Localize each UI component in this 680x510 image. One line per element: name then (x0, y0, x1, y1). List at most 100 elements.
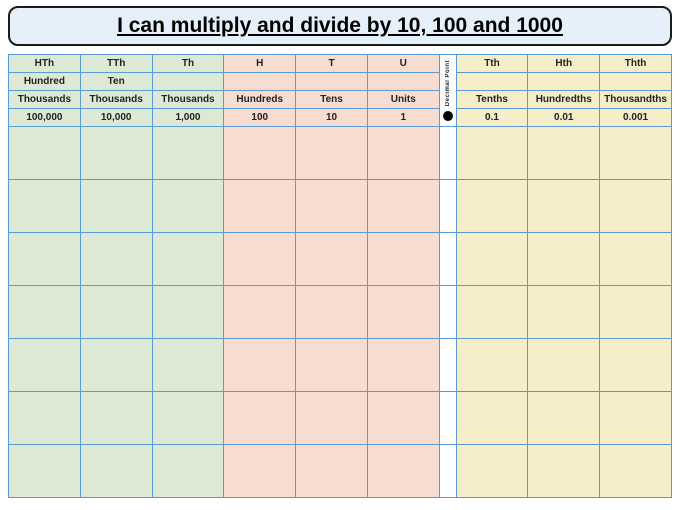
header-row-name2: Thousands Thousands Thousands Hundreds T… (9, 91, 672, 109)
decimal-point-cell (439, 286, 456, 339)
grid-cell (528, 392, 600, 445)
grid-cell (9, 127, 81, 180)
col-header-value: 0.01 (528, 109, 600, 127)
grid-cell (152, 392, 224, 445)
grid-cell (367, 445, 439, 498)
decimal-point-cell (439, 180, 456, 233)
grid-cell (152, 339, 224, 392)
grid-cell (224, 445, 296, 498)
grid-cell (456, 286, 528, 339)
table-row (9, 392, 672, 445)
col-header-short: Thth (600, 55, 672, 73)
grid-cell (80, 127, 152, 180)
col-header-short: T (296, 55, 368, 73)
grid-cell (367, 127, 439, 180)
grid-cell (9, 445, 81, 498)
decimal-point-cell (439, 445, 456, 498)
grid-cell (80, 286, 152, 339)
grid-cell (600, 127, 672, 180)
grid-cell (456, 127, 528, 180)
col-header-short: HTh (9, 55, 81, 73)
grid-cell (224, 286, 296, 339)
grid-cell (224, 233, 296, 286)
decimal-point-cell (439, 233, 456, 286)
grid-cell (528, 233, 600, 286)
grid-cell (367, 180, 439, 233)
grid-cell (528, 445, 600, 498)
grid-cell (296, 180, 368, 233)
col-header-name: Ten (80, 73, 152, 91)
grid-cell (9, 180, 81, 233)
header-row-value: 100,000 10,000 1,000 100 10 1 0.1 0.01 0… (9, 109, 672, 127)
grid-cell (600, 233, 672, 286)
col-header-name: Hundred (9, 73, 81, 91)
grid-cell (296, 445, 368, 498)
grid-cell (600, 445, 672, 498)
grid-cell (80, 233, 152, 286)
grid-cell (9, 233, 81, 286)
col-header-name: Tens (296, 91, 368, 109)
table-row (9, 127, 672, 180)
grid-cell (296, 392, 368, 445)
grid-cell (9, 339, 81, 392)
table-row (9, 445, 672, 498)
grid-cell (600, 339, 672, 392)
grid-cell (456, 180, 528, 233)
col-header-name (528, 73, 600, 91)
col-header-value: 0.1 (456, 109, 528, 127)
grid-cell (456, 392, 528, 445)
grid-cell (152, 233, 224, 286)
col-header-short: Th (152, 55, 224, 73)
grid-cell (296, 233, 368, 286)
grid-cell (528, 286, 600, 339)
grid-cell (456, 445, 528, 498)
place-value-grid: HTh TTh Th H T U Decimal Point Tth Hth T… (8, 54, 672, 498)
col-header-name: Units (367, 91, 439, 109)
grid-cell (152, 286, 224, 339)
grid-cell (9, 392, 81, 445)
grid-cell (600, 286, 672, 339)
grid-cell (152, 445, 224, 498)
grid-cell (367, 392, 439, 445)
decimal-point-cell (439, 127, 456, 180)
grid-cell (296, 286, 368, 339)
col-header-name: Thousandths (600, 91, 672, 109)
grid-cell (456, 339, 528, 392)
table-row (9, 180, 672, 233)
col-header-value: 10 (296, 109, 368, 127)
col-header-value: 100 (224, 109, 296, 127)
col-header-short: H (224, 55, 296, 73)
grid-cell (80, 392, 152, 445)
col-header-value: 1 (367, 109, 439, 127)
col-header-name (296, 73, 368, 91)
decimal-point-label: Decimal Point (445, 60, 451, 106)
decimal-point-dot (443, 111, 453, 121)
grid-cell (528, 127, 600, 180)
col-header-value: 1,000 (152, 109, 224, 127)
grid-cell (296, 127, 368, 180)
col-header-name: Tenths (456, 91, 528, 109)
col-header-name: Thousands (9, 91, 81, 109)
grid-cell (80, 180, 152, 233)
grid-cell (600, 392, 672, 445)
col-header-value: 100,000 (9, 109, 81, 127)
col-header-name (600, 73, 672, 91)
col-header-short: Hth (528, 55, 600, 73)
col-header-short: TTh (80, 55, 152, 73)
table-row (9, 286, 672, 339)
col-header-name (367, 73, 439, 91)
col-header-name: Thousands (80, 91, 152, 109)
col-header-name (224, 73, 296, 91)
col-header-name: Hundredths (528, 91, 600, 109)
grid-cell (224, 180, 296, 233)
decimal-point-header: Decimal Point (439, 55, 456, 127)
grid-cell (224, 127, 296, 180)
grid-cell (456, 233, 528, 286)
grid-cell (152, 127, 224, 180)
grid-cell (296, 339, 368, 392)
table-row (9, 339, 672, 392)
grid-cell (80, 339, 152, 392)
col-header-short: U (367, 55, 439, 73)
grid-cell (367, 339, 439, 392)
col-header-name: Hundreds (224, 91, 296, 109)
